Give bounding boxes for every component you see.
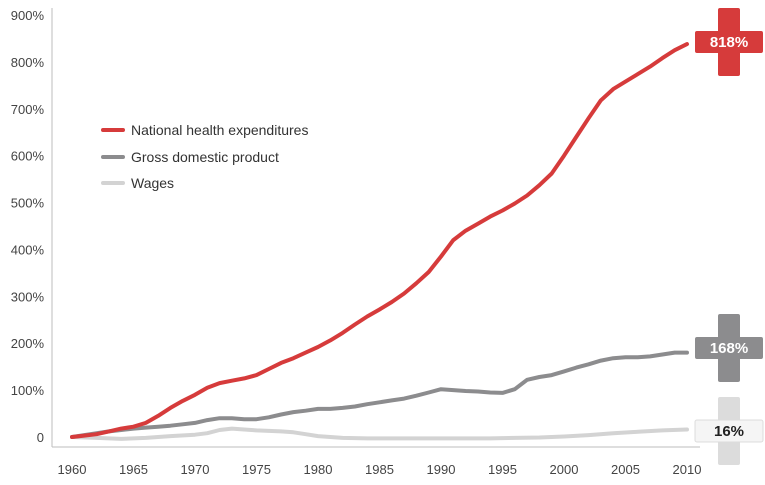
legend-label-1: Gross domestic product bbox=[131, 149, 279, 165]
x-tick-label: 2010 bbox=[673, 462, 702, 477]
x-tick-label: 1995 bbox=[488, 462, 517, 477]
y-tick-label: 300% bbox=[11, 289, 45, 304]
end-value-label-0: 818% bbox=[710, 34, 748, 51]
series-line-2 bbox=[70, 426, 689, 441]
y-tick-label: 0 bbox=[37, 430, 44, 445]
y-tick-label: 500% bbox=[11, 196, 45, 211]
badge-cross-horizontal bbox=[695, 31, 763, 53]
x-tick-label: 1990 bbox=[427, 462, 456, 477]
y-tick-labels: 0 100% 200% 300% 400% 500% 600% 700% 800% 900% bbox=[11, 8, 45, 445]
x-tick-label: 1980 bbox=[304, 462, 333, 477]
end-badge-2: 16% bbox=[694, 397, 764, 465]
x-tick-labels: 1960 1965 1970 1975 1980 1985 1990 1995 2000 2005… bbox=[58, 462, 702, 477]
series-line-0 bbox=[70, 42, 689, 439]
end-badge-0: 818% bbox=[695, 8, 763, 76]
x-tick-label: 1970 bbox=[181, 462, 210, 477]
x-tick-label: 1985 bbox=[365, 462, 394, 477]
series-line-1 bbox=[70, 350, 689, 439]
legend-label-2: Wages bbox=[131, 175, 174, 191]
y-tick-label: 700% bbox=[11, 102, 45, 117]
y-tick-label: 800% bbox=[11, 55, 45, 70]
y-tick-label: 600% bbox=[11, 149, 45, 164]
end-value-badges: 818% 168% 16% bbox=[694, 8, 764, 465]
x-tick-label: 1965 bbox=[119, 462, 148, 477]
y-tick-label: 900% bbox=[11, 8, 45, 23]
badge-cross-horizontal bbox=[694, 419, 764, 443]
end-badge-1: 168% bbox=[695, 314, 763, 382]
legend-label-0: National health expenditures bbox=[131, 122, 308, 138]
end-value-label-1: 168% bbox=[710, 340, 748, 357]
badge-cross-horizontal bbox=[695, 337, 763, 359]
series-lines bbox=[70, 42, 689, 441]
x-tick-label: 2000 bbox=[550, 462, 579, 477]
x-tick-label: 2005 bbox=[611, 462, 640, 477]
x-tick-label: 1975 bbox=[242, 462, 271, 477]
end-value-label-2: 16% bbox=[714, 423, 744, 440]
legend: National health expenditures Gross domest… bbox=[101, 122, 308, 191]
y-tick-label: 100% bbox=[11, 383, 45, 398]
y-tick-label: 400% bbox=[11, 242, 45, 257]
x-tick-label: 1960 bbox=[58, 462, 87, 477]
y-tick-label: 200% bbox=[11, 336, 45, 351]
